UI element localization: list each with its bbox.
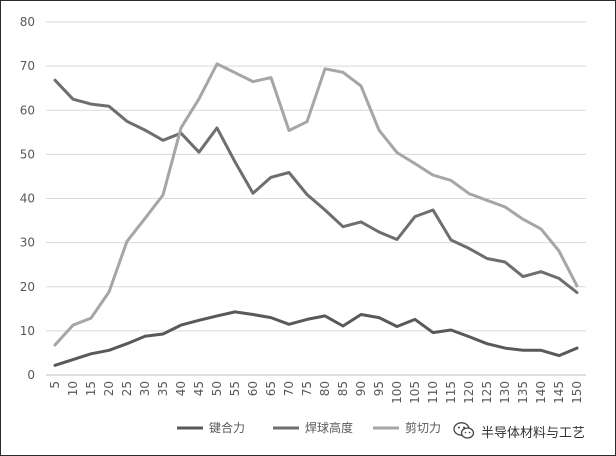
x-tick-label: 25 <box>120 381 134 396</box>
y-tick-label: 80 <box>20 15 35 29</box>
x-tick-label: 135 <box>516 381 530 404</box>
x-tick-label: 70 <box>282 381 296 396</box>
x-tick-label: 140 <box>534 381 548 404</box>
legend-label: 焊球高度 <box>305 420 353 435</box>
legend-label: 剪切力 <box>405 420 441 435</box>
x-axis-ticks: 5 10 15 20 25 30 35 40 45 50 55 60 65 70 75 80 85 90 95 100… <box>48 381 584 404</box>
y-tick-label: 40 <box>20 192 35 206</box>
y-tick-label: 70 <box>20 59 35 73</box>
x-tick-label: 20 <box>102 381 116 396</box>
x-tick-label: 145 <box>552 381 566 404</box>
x-tick-label: 100 <box>390 381 404 404</box>
x-tick-label: 10 <box>66 381 80 396</box>
y-tick-label: 60 <box>20 103 35 117</box>
y-axis-ticks: 0 10 20 30 40 50 60 70 80 <box>20 15 35 382</box>
x-tick-label: 5 <box>48 381 62 389</box>
x-tick-label: 150 <box>570 381 584 404</box>
x-tick-label: 55 <box>228 381 242 396</box>
x-tick-label: 110 <box>426 381 440 404</box>
watermark-text: 半导体材料与工艺 <box>481 425 586 441</box>
x-tick-label: 40 <box>174 381 188 396</box>
grid-layer <box>46 21 586 376</box>
x-tick-label: 125 <box>480 381 494 404</box>
x-tick-label: 115 <box>444 381 458 404</box>
x-tick-label: 65 <box>264 381 278 396</box>
x-tick-label: 130 <box>498 381 512 404</box>
x-tick-label: 15 <box>84 381 98 396</box>
x-tick-label: 45 <box>192 381 206 396</box>
series-line-3 <box>53 62 579 347</box>
y-tick-label: 20 <box>20 280 35 294</box>
y-tick-label: 50 <box>20 147 35 161</box>
x-tick-label: 90 <box>354 381 368 396</box>
x-tick-label: 30 <box>138 381 152 396</box>
x-tick-label: 60 <box>246 381 260 396</box>
series-line-1 <box>53 310 579 367</box>
wechat-icon <box>453 422 475 439</box>
legend: 键合力 焊球高度 剪切力 <box>177 420 441 435</box>
x-tick-label: 95 <box>372 381 386 396</box>
y-tick-label: 0 <box>27 368 35 382</box>
series-line-2 <box>53 78 579 294</box>
y-tick-label: 30 <box>20 236 35 250</box>
x-tick-label: 35 <box>156 381 170 396</box>
x-tick-label: 85 <box>336 381 350 396</box>
series-layer <box>53 62 579 367</box>
legend-label: 键合力 <box>209 420 245 435</box>
watermark: 半导体材料与工艺 <box>453 419 585 443</box>
x-tick-label: 105 <box>408 381 422 404</box>
y-tick-label: 10 <box>20 324 35 338</box>
x-tick-label: 80 <box>318 381 332 396</box>
x-tick-label: 50 <box>210 381 224 396</box>
x-tick-label: 75 <box>300 381 314 396</box>
x-tick-label: 120 <box>462 381 476 404</box>
